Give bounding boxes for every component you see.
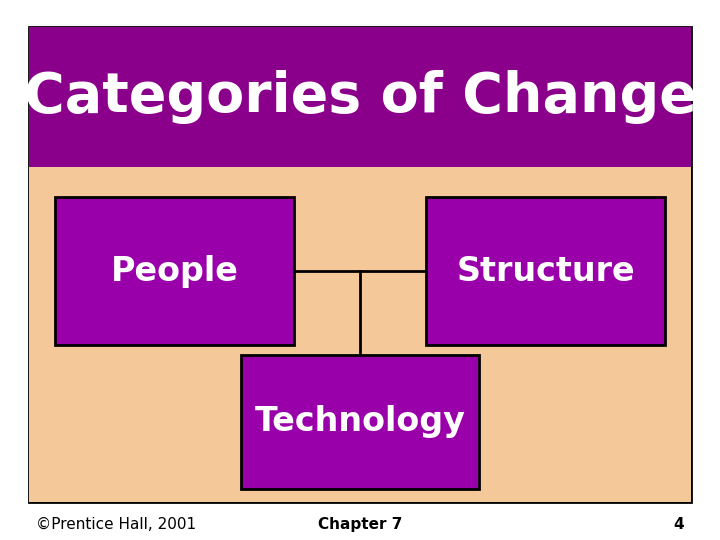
- Bar: [55, 197, 294, 345]
- Text: People: People: [111, 254, 238, 287]
- Bar: [29, 27, 691, 167]
- Text: Chapter 7: Chapter 7: [318, 517, 402, 531]
- Text: Structure: Structure: [456, 254, 635, 287]
- Bar: [29, 27, 691, 502]
- Bar: [426, 197, 665, 345]
- Bar: [240, 355, 480, 489]
- Text: Categories of Change: Categories of Change: [24, 70, 696, 124]
- Text: ©Prentice Hall, 2001: ©Prentice Hall, 2001: [36, 517, 196, 531]
- Bar: [29, 167, 691, 502]
- Text: Technology: Technology: [255, 406, 465, 438]
- Text: 4: 4: [673, 517, 684, 531]
